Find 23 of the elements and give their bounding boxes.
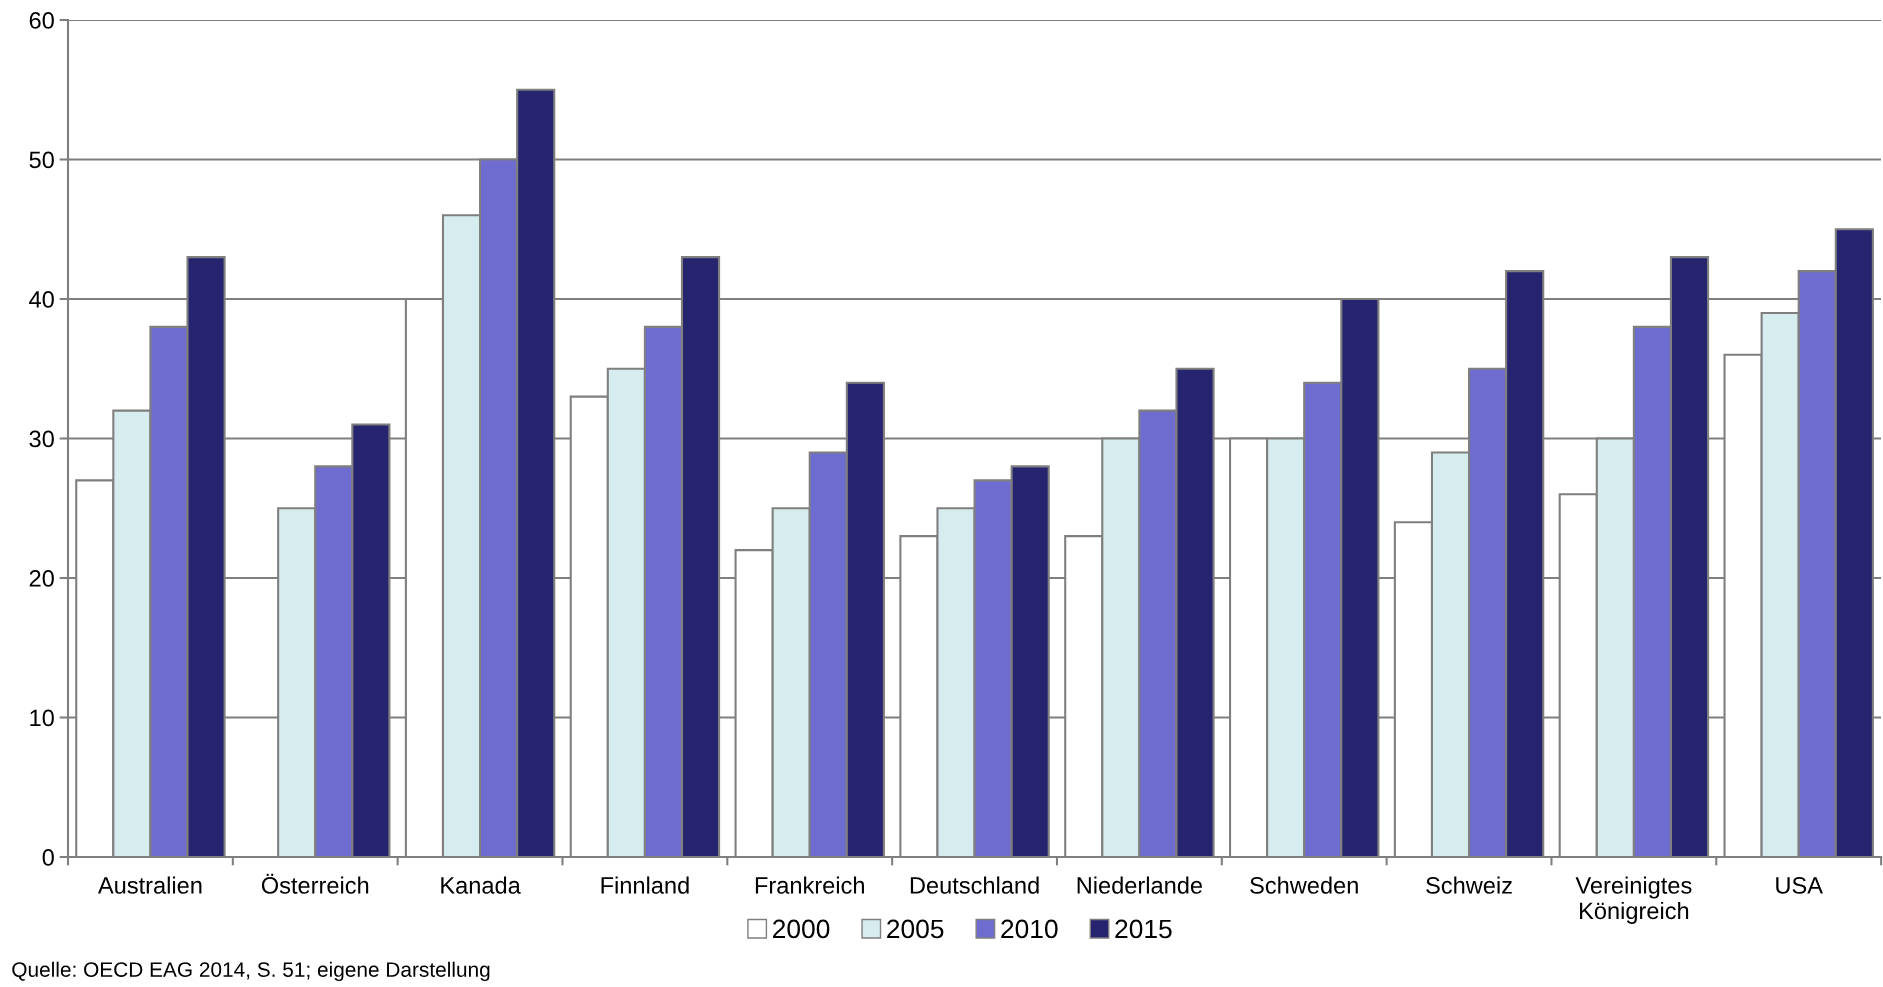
x-tick-label: Finnland [601, 876, 689, 894]
legend-label: 2005 [887, 919, 944, 939]
x-tick-label: Schweiz [1426, 876, 1512, 894]
x-tick-label: Vereinigtes Königreich [1575, 876, 1692, 924]
legend-label: 2015 [1115, 919, 1172, 939]
y-tick-label: 10 [30, 709, 54, 727]
x-tick-label: Kanada [441, 876, 521, 894]
x-tick-label: Frankreich [755, 876, 864, 894]
x-tick-label: Schweden [1250, 876, 1358, 894]
source-note: Quelle: OECD EAG 2014, S. 51; eigene Darstellung [12, 961, 490, 982]
x-tick-label: Österreich [261, 873, 369, 894]
y-tick-label: 60 [29, 12, 54, 29]
x-tick-label: Australien [97, 876, 202, 894]
y-tick-label: 0 [42, 849, 54, 866]
legend-label: 2000 [773, 919, 830, 939]
y-tick-label: 20 [29, 570, 54, 587]
x-tick-label: Niederlande [1077, 876, 1203, 894]
x-tick-label: Deutschland [910, 876, 1039, 894]
legend-label: 2010 [1001, 919, 1058, 939]
x-tick-label: USA [1776, 877, 1823, 894]
y-tick-label: 40 [29, 291, 54, 308]
y-tick-label: 50 [29, 151, 54, 169]
y-tick-label: 30 [29, 430, 54, 448]
